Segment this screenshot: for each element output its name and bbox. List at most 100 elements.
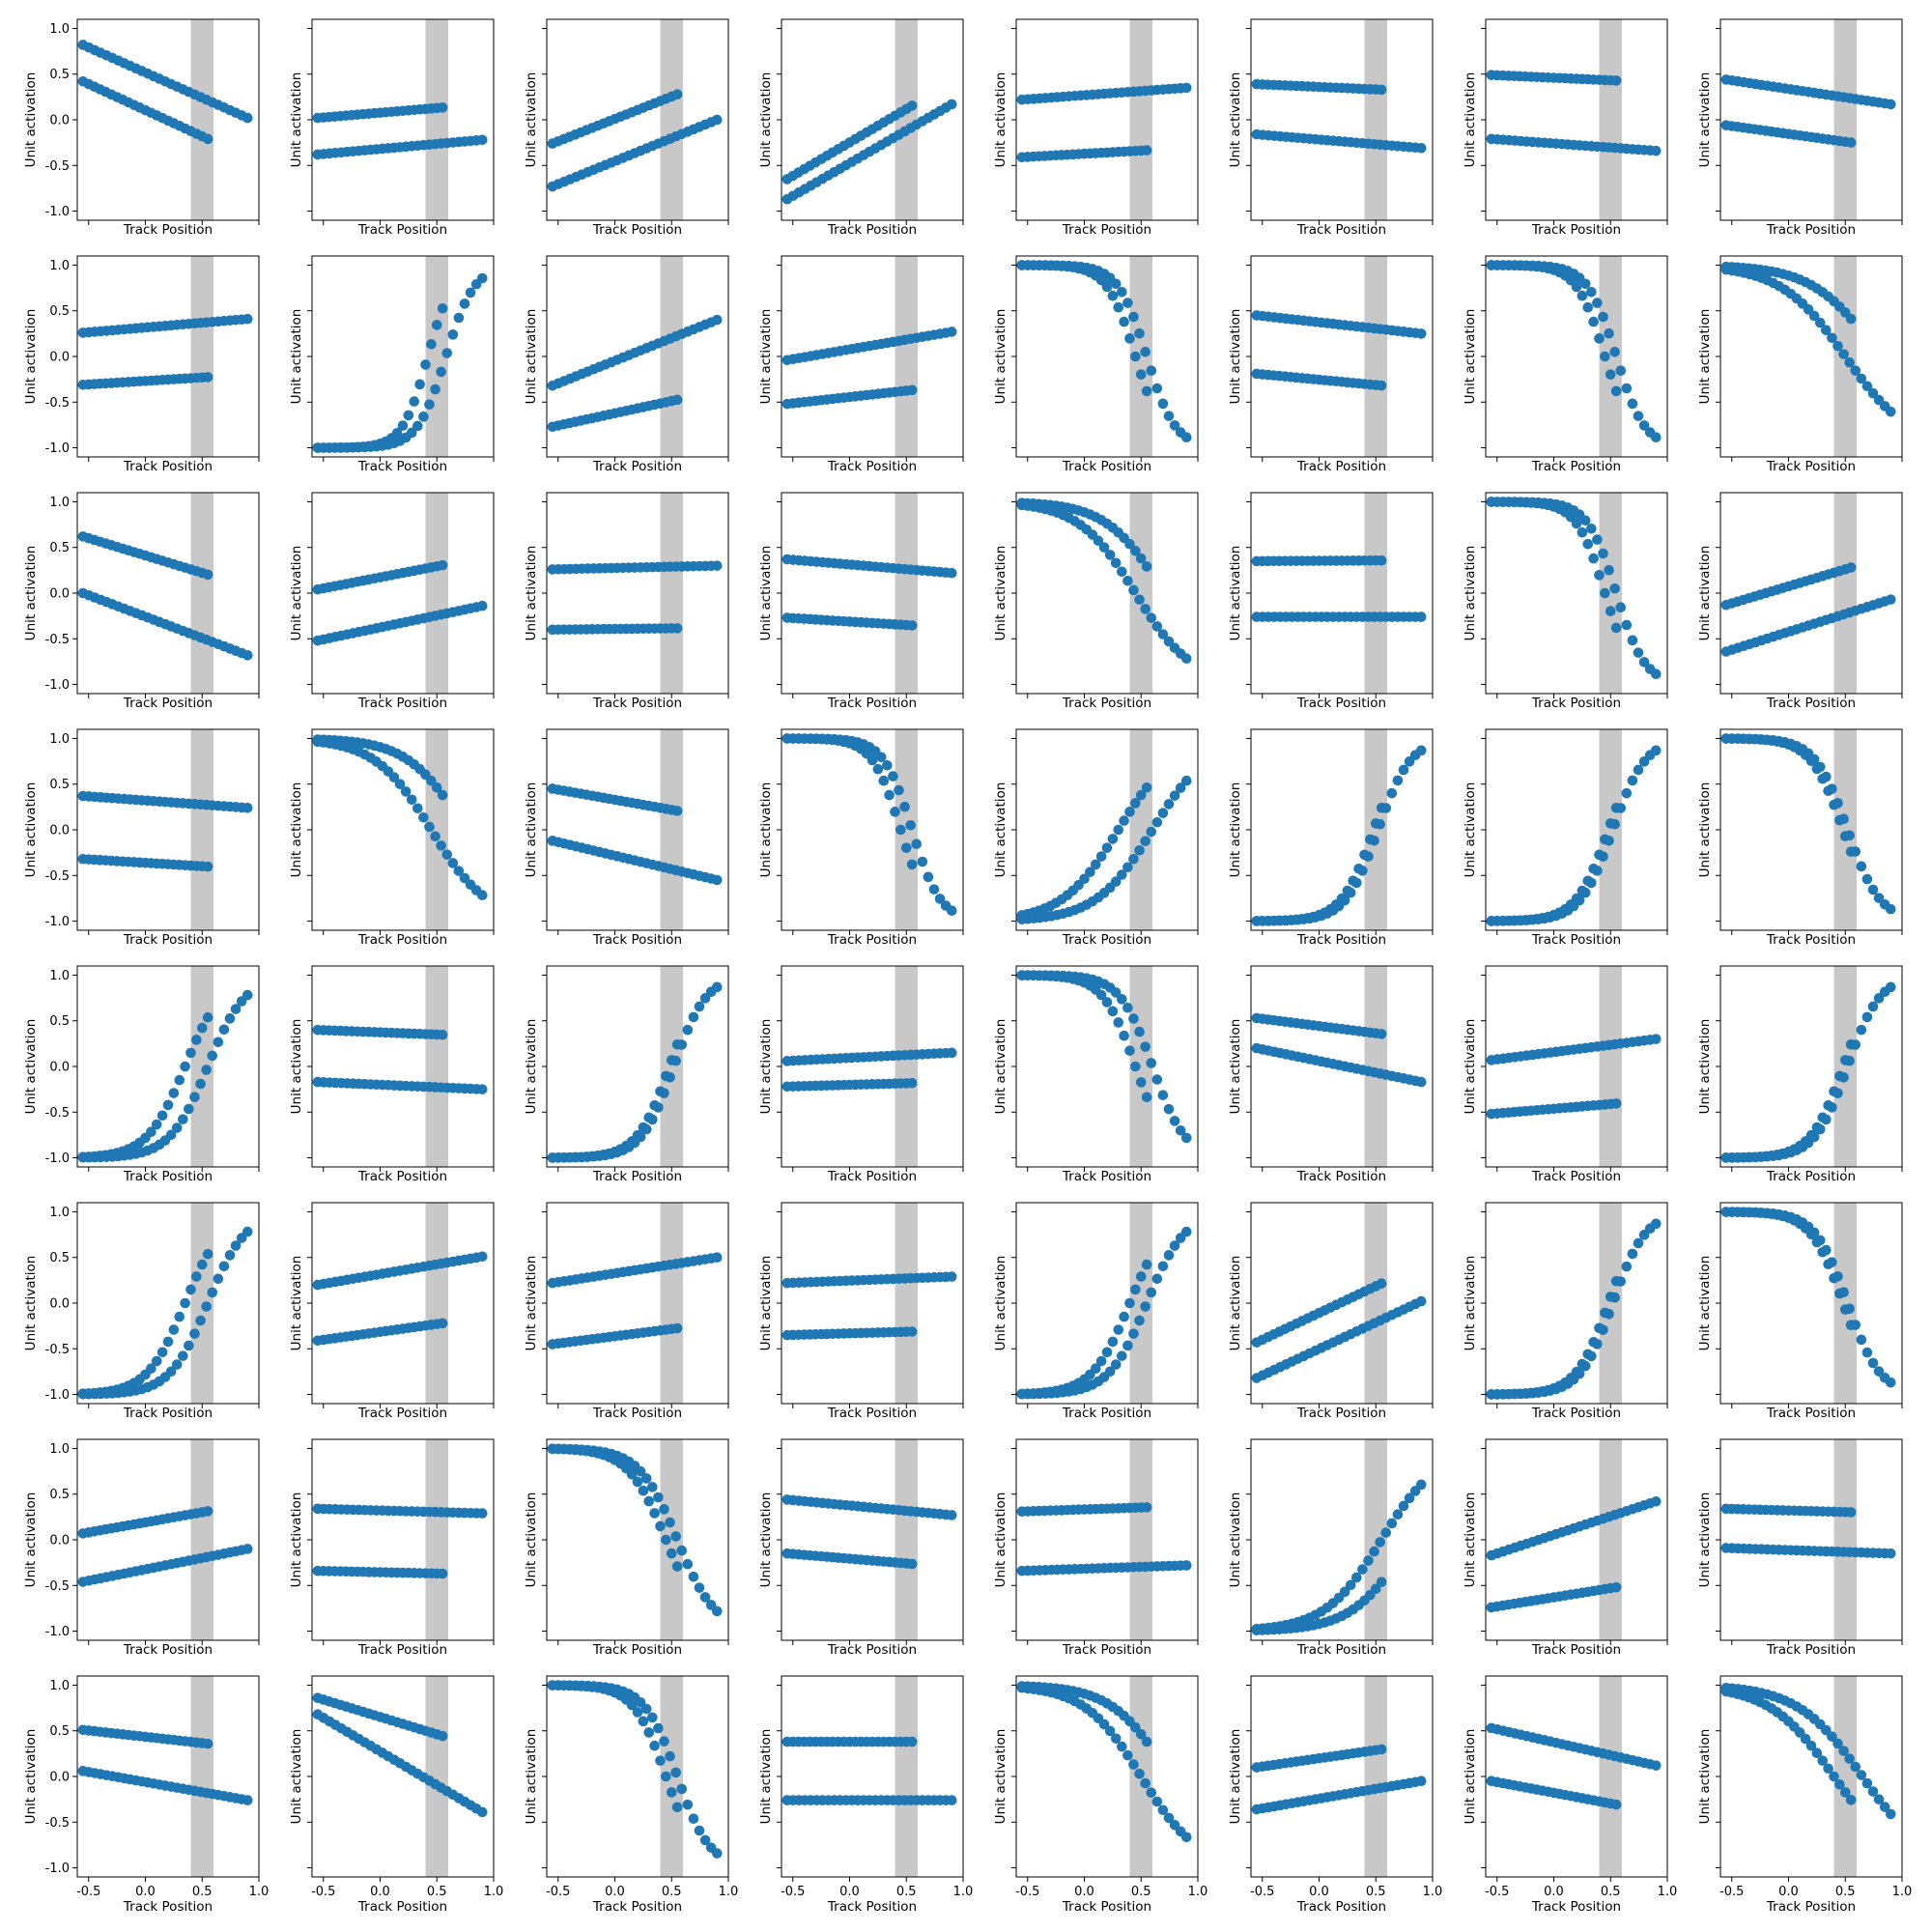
y-axis-label: Unit activation	[289, 1729, 304, 1825]
data-point	[1600, 587, 1610, 599]
data-point	[1579, 515, 1591, 526]
data-point	[1175, 1124, 1186, 1136]
data-point	[1392, 775, 1404, 786]
panel: Track Position Unit activation	[524, 255, 729, 474]
data-point	[1838, 1071, 1849, 1083]
data-point	[1574, 895, 1585, 906]
data-point	[694, 1825, 705, 1836]
data-point	[437, 559, 448, 571]
data-point	[1861, 1011, 1873, 1023]
data-point	[1095, 989, 1107, 1001]
x-tick-label: -0.5	[546, 1885, 570, 1899]
data-point	[1598, 851, 1608, 862]
data-point	[670, 1531, 681, 1542]
y-axis-label: Unit activation	[289, 309, 304, 405]
x-axis-label: Track Position	[1531, 1899, 1621, 1915]
data-point	[185, 1284, 196, 1295]
data-point	[1151, 816, 1163, 828]
data-point	[1808, 1131, 1820, 1143]
data-point	[1885, 99, 1896, 110]
y-axis-label: Unit activation	[524, 309, 539, 405]
data-point	[1650, 432, 1662, 443]
shaded-band	[1364, 1676, 1387, 1877]
data-point	[894, 784, 904, 796]
panel: -0.5 0.0 0.5 1.0 Track Position Unit activati…	[1697, 1675, 1912, 1915]
data-point	[1838, 1746, 1849, 1756]
data-point	[1833, 798, 1843, 809]
data-point	[1823, 1763, 1833, 1775]
data-point	[1134, 1768, 1145, 1779]
series-1	[77, 1226, 253, 1400]
data-point	[1107, 834, 1119, 844]
data-point	[682, 1799, 694, 1810]
data-point	[1107, 1336, 1119, 1348]
y-tick-label: -0.5	[45, 1106, 70, 1121]
panel: Track Position Unit activation	[524, 492, 729, 711]
data-point	[1163, 1812, 1175, 1824]
data-point	[1861, 381, 1873, 392]
x-axis-label: Track Position	[1531, 1169, 1621, 1184]
data-point	[418, 811, 429, 823]
data-point	[1579, 1360, 1591, 1372]
y-tick-label: -0.5	[45, 1816, 70, 1831]
data-point	[207, 1050, 218, 1062]
x-tick-label: 0.5	[1601, 1885, 1621, 1899]
shaded-band	[660, 1439, 683, 1640]
data-point	[1141, 385, 1152, 397]
y-tick-label: 1.0	[49, 1442, 70, 1457]
data-point	[1163, 799, 1175, 810]
plot-area	[1250, 255, 1434, 458]
y-axis-label: Unit activation	[23, 1729, 39, 1825]
x-axis-label: Track Position	[1531, 1642, 1621, 1658]
data-point	[1376, 1278, 1387, 1289]
data-point	[1157, 1804, 1169, 1816]
series-1	[1251, 128, 1427, 154]
data-point	[1582, 538, 1594, 550]
data-point	[671, 394, 683, 406]
y-tick-label: -1.0	[45, 1151, 70, 1166]
x-tick-label: 1.0	[484, 1885, 504, 1899]
data-point	[178, 1350, 188, 1361]
data-point	[202, 372, 213, 383]
series-1	[312, 1076, 488, 1094]
series-0	[781, 1047, 957, 1066]
data-point	[906, 1077, 918, 1089]
x-tick-label: 1.0	[953, 1885, 974, 1899]
series-0	[781, 1271, 957, 1289]
x-axis-label: Track Position	[357, 932, 447, 948]
data-point	[1861, 873, 1873, 885]
data-point	[671, 806, 683, 816]
x-axis-label: Track Position	[827, 1642, 917, 1658]
y-tick-label: -1.0	[45, 1625, 70, 1639]
data-point	[1609, 582, 1620, 594]
data-point	[184, 1103, 194, 1115]
x-axis-label: Track Position	[1062, 1899, 1151, 1915]
panel: -0.5 0.0 0.5 1.0 Track Position Unit activati…	[1463, 1675, 1677, 1915]
data-point	[1370, 1583, 1381, 1595]
y-axis-label: Unit activation	[1228, 1256, 1243, 1351]
data-point	[1104, 1366, 1116, 1378]
series-1	[312, 272, 488, 453]
data-point	[1386, 787, 1398, 799]
panel: Track Position Unit activation	[993, 255, 1199, 474]
x-tick-label: 0.5	[427, 1885, 447, 1899]
data-point	[1110, 987, 1122, 998]
data-point	[394, 779, 406, 789]
panel: Track Position Unit activation	[758, 965, 964, 1184]
data-point	[426, 339, 437, 350]
data-point	[1885, 1808, 1896, 1820]
plot-area	[1015, 18, 1199, 221]
data-point	[1122, 1002, 1133, 1013]
x-tick-label: 0.0	[605, 1885, 625, 1899]
shaded-band	[1599, 1676, 1622, 1877]
y-axis-label: Unit activation	[524, 1492, 539, 1588]
data-point	[1586, 286, 1597, 298]
x-tick-label: 0.5	[1131, 1885, 1151, 1899]
data-point	[1415, 1295, 1427, 1307]
y-axis-label: Unit activation	[1463, 1019, 1478, 1115]
data-point	[882, 759, 893, 771]
plot-area	[1015, 728, 1199, 931]
x-tick-label: 0.5	[662, 1885, 682, 1899]
data-point	[890, 807, 900, 817]
